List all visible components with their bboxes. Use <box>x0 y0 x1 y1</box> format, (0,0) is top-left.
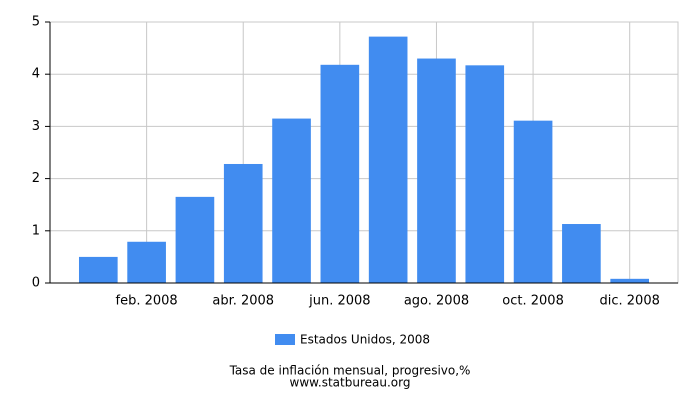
bar <box>272 118 311 283</box>
y-tick-label: 2 <box>32 171 40 186</box>
bar <box>368 36 408 284</box>
bar <box>223 163 263 283</box>
x-tick-label: oct. 2008 <box>502 294 564 309</box>
bar <box>78 256 118 283</box>
bar <box>513 120 553 284</box>
chart-title: Tasa de inflación mensual, progresivo,% <box>229 364 471 378</box>
x-tick-label: jun. 2008 <box>308 294 370 309</box>
bar <box>465 65 505 284</box>
bar <box>175 196 215 283</box>
bar <box>320 64 360 283</box>
x-tick-label: abr. 2008 <box>212 294 274 309</box>
legend-label: Estados Unidos, 2008 <box>300 333 430 347</box>
y-tick-label: 5 <box>32 15 40 30</box>
y-tick-label: 4 <box>32 67 40 82</box>
y-tick-label: 0 <box>32 276 40 291</box>
bar <box>610 278 650 283</box>
bar <box>127 241 166 283</box>
x-tick-label: ago. 2008 <box>404 294 469 309</box>
y-tick-label: 3 <box>32 119 40 134</box>
bar <box>562 224 601 283</box>
legend-swatch <box>275 334 295 345</box>
y-tick-label: 1 <box>32 223 40 238</box>
source: www.statbureau.org <box>290 376 411 390</box>
x-tick-label: dic. 2008 <box>600 294 660 309</box>
x-tick-label: feb. 2008 <box>116 294 178 309</box>
bar <box>417 58 456 283</box>
